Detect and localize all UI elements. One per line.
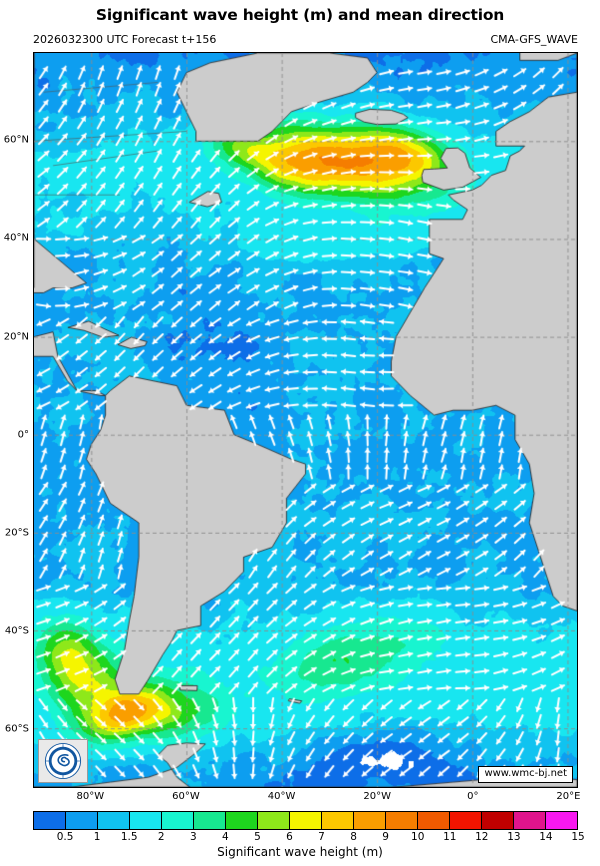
colorbar-title: Significant wave height (m) xyxy=(217,845,383,859)
colorbar-tick: 12 xyxy=(475,831,489,843)
colorbar-tick: 6 xyxy=(286,831,293,843)
colorbar-segment-2 xyxy=(98,812,130,829)
colorbar-tick: 3 xyxy=(189,831,197,843)
lat-label: 20°N xyxy=(3,331,29,343)
lat-label: 60°N xyxy=(3,134,29,146)
colorbar-segment-9 xyxy=(322,812,354,829)
colorbar-tick: 2 xyxy=(157,831,165,843)
colorbar-ticks: 0.5 1 1.5 2 3 4 5 6 7 8 9 10 11 12 13 14 15 xyxy=(33,831,585,845)
lat-label: 20°S xyxy=(4,527,29,539)
colorbar-tick: 13 xyxy=(507,831,521,843)
colorbar-tick: 5 xyxy=(254,831,261,843)
cma-logo xyxy=(38,739,88,783)
lon-label: 60°W xyxy=(172,791,200,802)
colorbar-segment-4 xyxy=(162,812,194,829)
colorbar-segment-12 xyxy=(418,812,450,829)
lat-label: 40°N xyxy=(3,232,29,244)
colorbar-segment-10 xyxy=(354,812,386,829)
colorbar-tick: 1.5 xyxy=(120,831,138,843)
forecast-time-label: 2026032300 UTC Forecast t+156 xyxy=(33,33,217,46)
lat-label: 40°S xyxy=(4,625,29,637)
lon-label: 20°W xyxy=(363,791,392,802)
colorbar-tick: 14 xyxy=(539,831,553,843)
map-raster xyxy=(34,53,577,787)
colorbar-segment-0 xyxy=(34,812,66,829)
colorbar[interactable] xyxy=(33,811,578,830)
colorbar-segment-5 xyxy=(194,812,226,829)
colorbar-tick: 10 xyxy=(411,831,425,843)
lat-label: 60°S xyxy=(4,723,29,735)
lon-label: 80°W xyxy=(76,791,105,802)
colorbar-tick: 15 xyxy=(571,831,585,843)
model-name-label: CMA-GFS_WAVE xyxy=(490,33,578,46)
colorbar-segment-8 xyxy=(290,812,322,829)
colorbar-tick: 8 xyxy=(350,831,357,843)
colorbar-segment-16 xyxy=(546,812,577,829)
colorbar-segment-1 xyxy=(66,812,98,829)
watermark-label: www.wmc-bj.net xyxy=(478,766,573,783)
colorbar-tick: 7 xyxy=(318,831,325,843)
wave-height-map[interactable]: www.wmc-bj.net xyxy=(33,52,578,788)
colorbar-segment-6 xyxy=(226,812,258,829)
colorbar-segment-15 xyxy=(514,812,546,829)
colorbar-segment-14 xyxy=(482,812,514,829)
cma-logo-icon xyxy=(44,742,82,780)
colorbar-tick: 9 xyxy=(382,831,389,843)
lon-label: 0° xyxy=(467,791,479,802)
lon-label: 20°E xyxy=(556,791,581,802)
page-title: Significant wave height (m) and mean dir… xyxy=(95,6,505,24)
colorbar-tick: 11 xyxy=(443,831,457,843)
colorbar-tick: 0.5 xyxy=(56,831,74,843)
colorbar-segment-7 xyxy=(258,812,290,829)
colorbar-segment-13 xyxy=(450,812,482,829)
colorbar-tick: 4 xyxy=(222,831,229,843)
colorbar-segment-3 xyxy=(130,812,162,829)
colorbar-segment-11 xyxy=(386,812,418,829)
lat-label: 0° xyxy=(17,429,29,441)
colorbar-tick: 1 xyxy=(93,831,101,843)
lon-label: 40°W xyxy=(267,791,296,802)
